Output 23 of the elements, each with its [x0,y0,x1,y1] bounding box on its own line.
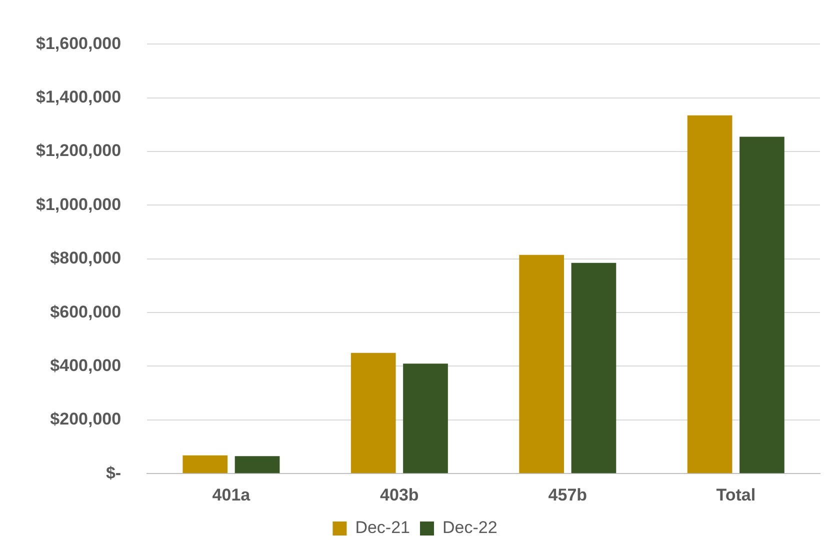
y-tick-label: $1,600,000 [36,34,122,53]
y-tick-label: $1,000,000 [36,194,122,214]
y-tick-label: $400,000 [50,356,122,375]
legend-label: Dec-22 [442,518,498,538]
y-tick-label: $- [106,463,122,482]
y-tick-label: $600,000 [50,302,122,322]
y-tick-label: $200,000 [50,410,122,429]
bar [519,254,564,474]
bar [687,115,732,474]
bar [350,352,396,474]
bar [571,262,616,474]
y-tick-label: $800,000 [50,248,122,268]
bar [740,136,784,474]
bar [182,455,228,474]
x-tick-label: 401a [212,485,251,504]
bar [234,456,280,474]
legend-label: Dec-21 [355,518,410,538]
y-tick-label: $1,400,000 [36,88,122,107]
x-tick-label: 403b [380,485,419,504]
bar [403,364,448,474]
x-tick-label: 457b [548,485,588,504]
y-tick-label: $1,200,000 [36,141,122,160]
x-tick-label: Total [716,485,756,504]
